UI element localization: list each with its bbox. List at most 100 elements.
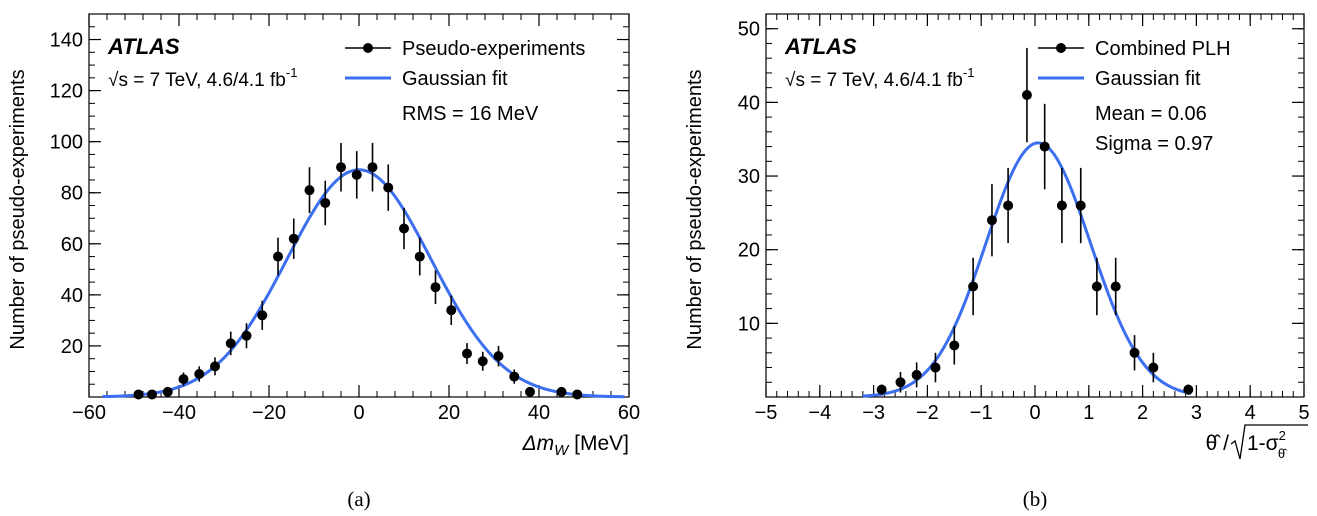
data-point bbox=[446, 295, 457, 325]
x-tick-label: 2 bbox=[1137, 402, 1148, 424]
data-point bbox=[336, 142, 346, 192]
point-marker bbox=[162, 386, 173, 397]
point-marker bbox=[336, 162, 346, 173]
data-point bbox=[178, 372, 189, 386]
x-tick-label: 5 bbox=[1298, 402, 1309, 424]
point-marker bbox=[367, 162, 378, 173]
y-tick-label: 80 bbox=[61, 183, 83, 205]
legend-point-marker bbox=[1056, 43, 1066, 53]
point-marker bbox=[288, 233, 299, 244]
data-point bbox=[194, 366, 205, 382]
x-tick-label: −4 bbox=[808, 402, 831, 424]
point-marker bbox=[968, 281, 979, 292]
panel-caption: (a) bbox=[347, 487, 370, 511]
legend-entry-fit: Gaussian fit bbox=[1038, 68, 1201, 90]
x-axis-title-radicand: 1-σ2 θ̂ bbox=[1247, 428, 1288, 461]
panel-caption: (b) bbox=[1023, 487, 1048, 511]
point-marker bbox=[986, 215, 997, 226]
x-tick-label: −2 bbox=[916, 402, 939, 424]
point-marker bbox=[525, 386, 535, 397]
data-point bbox=[1003, 167, 1014, 244]
data-point bbox=[1110, 257, 1121, 316]
x-tick-label: 40 bbox=[528, 402, 550, 424]
point-marker bbox=[509, 371, 520, 382]
x-tick-label: −3 bbox=[862, 402, 885, 424]
y-axis-title: Number of pseudo-experiments bbox=[7, 69, 29, 349]
y-tick-label: 30 bbox=[738, 166, 760, 188]
x-tick-label: 60 bbox=[618, 402, 640, 424]
y-tick-label: 40 bbox=[738, 92, 760, 114]
y-tick-label: 20 bbox=[61, 336, 83, 358]
energy-label: √s = 7 TeV, 4.6/4.1 fb-1 bbox=[785, 65, 974, 91]
data-point bbox=[556, 386, 567, 397]
point-marker bbox=[1183, 384, 1194, 395]
x-tick-label: 0 bbox=[353, 402, 364, 424]
data-point bbox=[462, 343, 472, 365]
stat-annotation: Mean = 0.06 bbox=[1095, 103, 1207, 125]
point-marker bbox=[876, 384, 887, 395]
legend-label: Pseudo-experiments bbox=[402, 38, 585, 60]
x-tick-label: −5 bbox=[755, 402, 778, 424]
data-point bbox=[876, 384, 887, 395]
data-point bbox=[930, 352, 941, 383]
x-axis-title: θ̂ / bbox=[1206, 432, 1230, 455]
legend-entry-fit: Gaussian fit bbox=[345, 68, 508, 90]
data-point bbox=[162, 386, 173, 397]
x-tick-label: 20 bbox=[438, 402, 460, 424]
point-marker bbox=[194, 369, 205, 380]
data-point bbox=[1021, 47, 1032, 143]
data-point bbox=[241, 323, 252, 349]
data-point bbox=[210, 357, 220, 376]
data-point bbox=[414, 237, 425, 276]
y-tick-label: 100 bbox=[50, 132, 83, 154]
data-point bbox=[911, 362, 922, 388]
point-marker bbox=[911, 369, 922, 380]
data-point bbox=[367, 142, 378, 192]
point-marker bbox=[225, 338, 236, 349]
legend-point-marker bbox=[363, 43, 373, 53]
data-point bbox=[257, 300, 268, 330]
x-tick-label: −60 bbox=[72, 402, 106, 424]
data-point bbox=[147, 389, 157, 400]
atlas-label: ATLAS bbox=[784, 34, 857, 59]
x-tick-label: 3 bbox=[1191, 402, 1202, 424]
data-point bbox=[1148, 352, 1159, 383]
x-tick-label: −40 bbox=[162, 402, 196, 424]
gaussian-fit-curve bbox=[102, 168, 625, 399]
legend-label: Gaussian fit bbox=[1095, 68, 1201, 90]
data-point bbox=[509, 369, 520, 384]
data-point bbox=[351, 151, 362, 199]
stat-annotation: Sigma = 0.97 bbox=[1095, 133, 1213, 155]
data-point bbox=[288, 218, 299, 259]
data-point bbox=[493, 345, 504, 367]
legend-entry-points: Pseudo-experiments bbox=[345, 38, 585, 60]
y-axis-title: Number of pseudo-experiments bbox=[684, 69, 706, 349]
point-marker bbox=[414, 251, 425, 262]
y-tick-label: 10 bbox=[738, 313, 760, 335]
point-marker bbox=[133, 389, 144, 400]
data-point bbox=[1039, 103, 1050, 190]
data-point bbox=[133, 389, 144, 400]
legend-entry-points: Combined PLH bbox=[1038, 38, 1231, 60]
point-marker bbox=[930, 362, 941, 373]
data-point bbox=[383, 164, 394, 211]
data-point bbox=[304, 167, 315, 214]
point-marker bbox=[304, 185, 315, 196]
point-marker bbox=[273, 251, 283, 262]
legend-label: Combined PLH bbox=[1095, 38, 1231, 60]
data-point bbox=[1091, 257, 1102, 316]
x-tick-label: −1 bbox=[970, 402, 993, 424]
point-marker bbox=[399, 223, 409, 234]
y-tick-label: 20 bbox=[738, 240, 760, 262]
atlas-label: ATLAS bbox=[107, 34, 180, 59]
panel-a: −60 −40 −20 0 20 40 60 20 40 60 80 100 120 140 Number … bbox=[7, 13, 640, 511]
data-point bbox=[1056, 167, 1067, 244]
point-marker bbox=[320, 197, 331, 208]
point-marker bbox=[446, 305, 457, 316]
y-tick-label: 50 bbox=[738, 19, 760, 41]
y-tick-label: 120 bbox=[50, 81, 83, 103]
point-marker bbox=[430, 282, 441, 293]
gaussian-fit-curve bbox=[862, 141, 1192, 398]
point-marker bbox=[1021, 90, 1032, 101]
point-marker bbox=[1148, 362, 1159, 373]
